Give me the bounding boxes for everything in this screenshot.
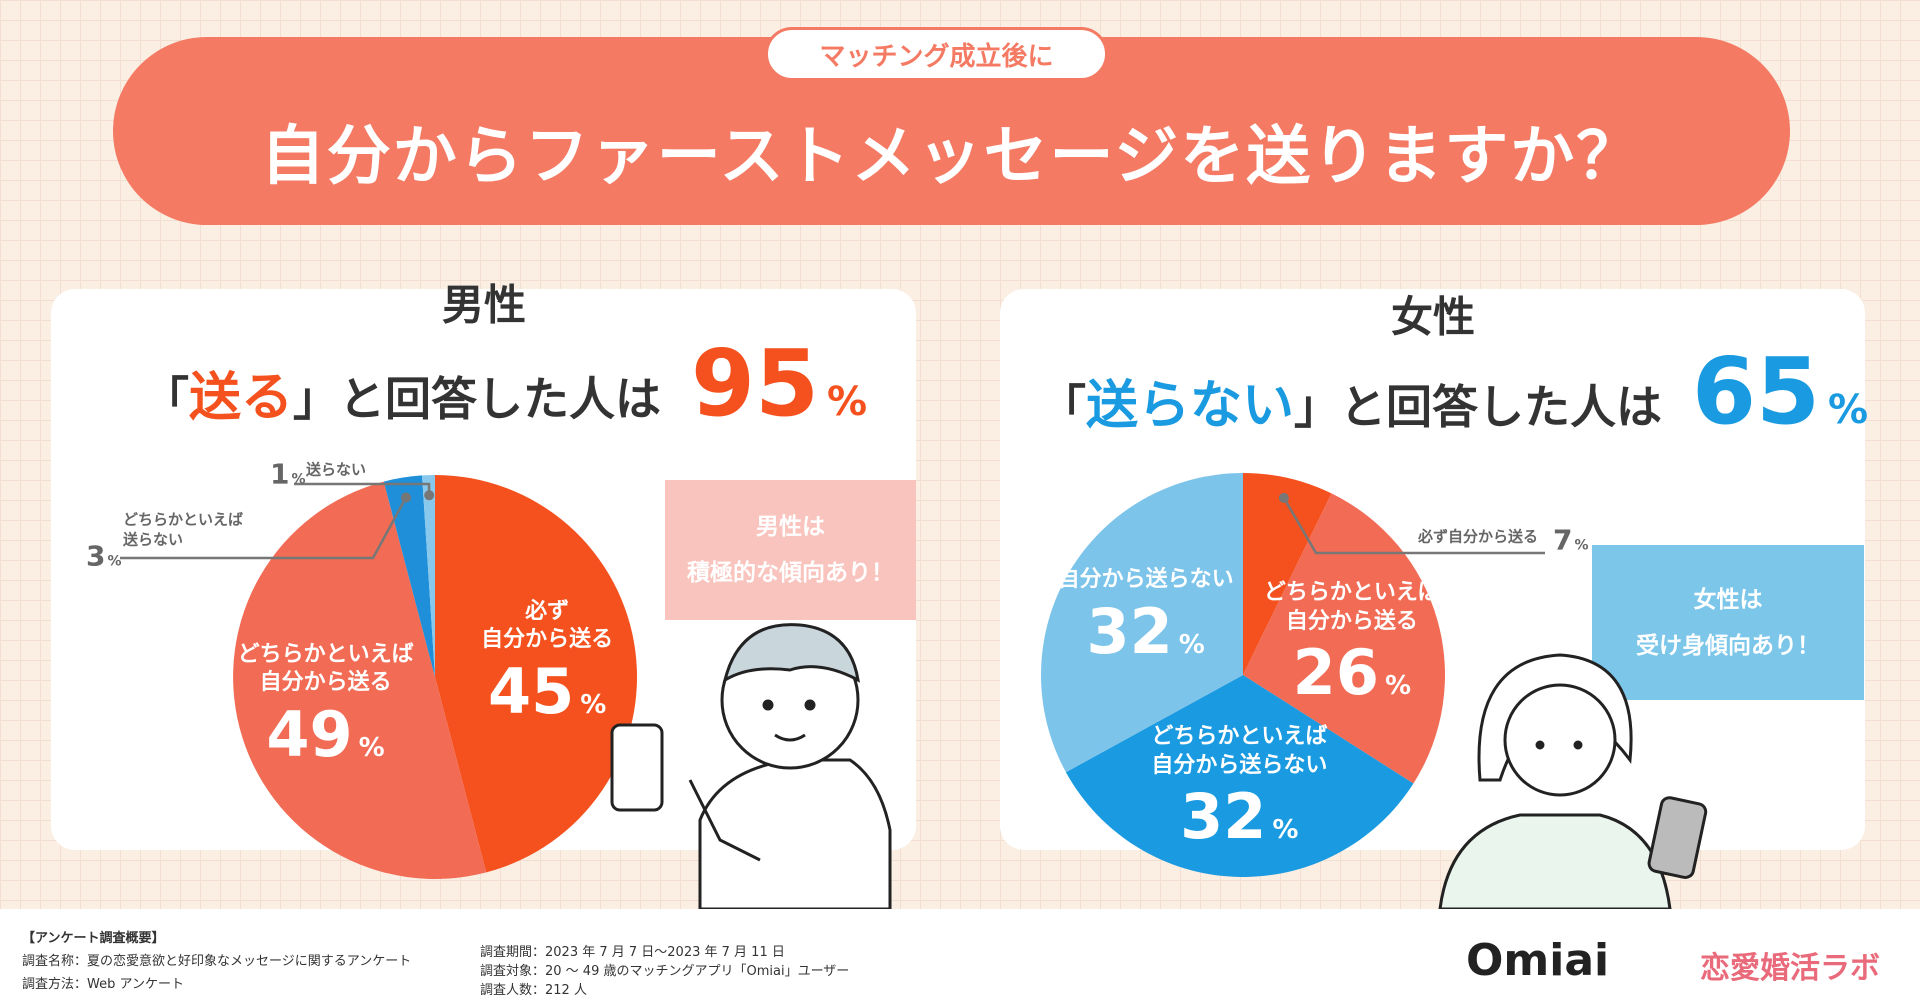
slice-label-text: どちらかといえば 送らない (123, 510, 244, 549)
slice-value: 45% (481, 655, 613, 728)
value-unit: % (1178, 630, 1205, 661)
pie-slice (233, 481, 487, 879)
value-label: 7 (1553, 523, 1573, 557)
leader-line (1282, 497, 1545, 555)
slice-value: 7% (1553, 524, 1589, 557)
footer-text: 調査名称：夏の恋愛意欲と好印象なメッセージに関するアンケート (22, 954, 412, 969)
pie-slice (383, 475, 435, 677)
pie-slice (1041, 473, 1243, 773)
callout: 男性は 積極的な傾向あり！ (665, 480, 916, 620)
headline: 「送る 」と回答した人は 95% (143, 330, 867, 437)
headline-emphasis: 送る (189, 368, 294, 428)
chart-title: 女性 (1390, 292, 1476, 342)
illustration-woman (1438, 653, 1708, 911)
slice-value: 32% (1058, 595, 1234, 668)
leader-dot (1278, 492, 1289, 503)
slice-label-text: 必ず 自分から送る (481, 598, 614, 653)
headline-value: 65 (1692, 338, 1821, 445)
leader-dot (400, 492, 411, 503)
footer-text: 調査期間：2023 年 7 月 7 日〜2023 年 7 月 11 日 (480, 945, 785, 960)
pie-slice (1243, 493, 1445, 784)
logo: 恋愛婚活ラボ (1700, 951, 1880, 986)
value-label: 32 (1086, 595, 1173, 669)
headline-emphasis: 送らない (1086, 376, 1295, 436)
pie-slice (422, 475, 435, 677)
footer-text: 調査対象：20 〜 49 歳のマッチングアプリ「Omiai」ユーザー (480, 964, 850, 979)
value-label: 49 (266, 697, 353, 771)
value-unit: % (1384, 671, 1412, 702)
pie-slice (1065, 675, 1414, 877)
slice-label: どちらかといえば 自分から送る 49% (238, 641, 414, 771)
footer-text: 調査方法：Web アンケート (22, 977, 184, 992)
headline-text: 「 (143, 372, 189, 426)
footer-text: 調査人数：212 人 (480, 983, 587, 998)
headline-unit: % (827, 379, 868, 425)
footer (0, 909, 1920, 1005)
leader-line (120, 496, 408, 560)
header-badge: マッチング成立後に (765, 27, 1108, 81)
slice-value: 3% (86, 540, 122, 573)
slice-label: 送らない (306, 460, 366, 480)
chart-title: 男性 (441, 280, 527, 330)
header-title: 自分からファーストメッセージを送りますか？ (260, 120, 1643, 194)
slice-label: 必ず 自分から送る 45% (481, 597, 613, 727)
slice-label-text: 送らない (306, 460, 367, 479)
slice-label: 必ず自分から送る (1418, 527, 1538, 547)
illustration-man (610, 623, 892, 911)
headline-text: 「 (1040, 380, 1086, 434)
value-label: 26 (1292, 636, 1379, 710)
value-label: 32 (1180, 780, 1267, 854)
logo: Omiai (1466, 935, 1610, 986)
value-label: 3 (86, 539, 106, 573)
slice-label: どちらかといえば 自分から送らない 32% (1151, 723, 1327, 853)
value-unit: % (358, 732, 385, 763)
slice-value: 26% (1264, 636, 1440, 709)
value-unit: % (291, 471, 306, 488)
callout: 女性は 受け身傾向あり！ (1592, 545, 1864, 700)
slice-label: 自分から送らない 32% (1058, 567, 1234, 669)
pie-slice (435, 475, 638, 873)
headline: 「送らない 」と回答した人は 65% (1040, 338, 1868, 445)
value-label: 1 (270, 457, 290, 491)
headline-text: 」と回答した人は (293, 372, 662, 426)
slice-value: 32% (1151, 780, 1327, 853)
headline-unit: % (1828, 387, 1869, 433)
slice-label-text: 自分から送らない (1057, 567, 1234, 593)
value-unit: % (1574, 537, 1589, 554)
value-unit: % (107, 553, 122, 570)
pie (233, 475, 638, 879)
value-label: 45 (488, 654, 575, 728)
leader-dot (424, 490, 435, 501)
pie (1041, 473, 1445, 877)
headline-value: 95 (691, 330, 820, 437)
value-unit: % (580, 689, 607, 720)
footer-heading: 【アンケート調査概要】 (22, 931, 165, 946)
slice-label: どちらかといえば 送らない (123, 511, 243, 550)
slice-label-text: 必ず自分から送る (1418, 527, 1539, 546)
headline-text: 」と回答した人は (1294, 380, 1663, 434)
slice-value: 1% (270, 458, 306, 491)
slice-label: どちらかといえば 自分から送る 26% (1264, 579, 1440, 709)
slice-value: 49% (238, 698, 414, 771)
value-unit: % (1272, 815, 1299, 846)
slice-label-text: どちらかといえば 自分から送る (237, 641, 414, 696)
slice-label-text: どちらかといえば 自分から送らない (1151, 723, 1328, 778)
pie-slice (1243, 473, 1332, 675)
slice-label-text: どちらかといえば 自分から送る (1263, 580, 1440, 634)
